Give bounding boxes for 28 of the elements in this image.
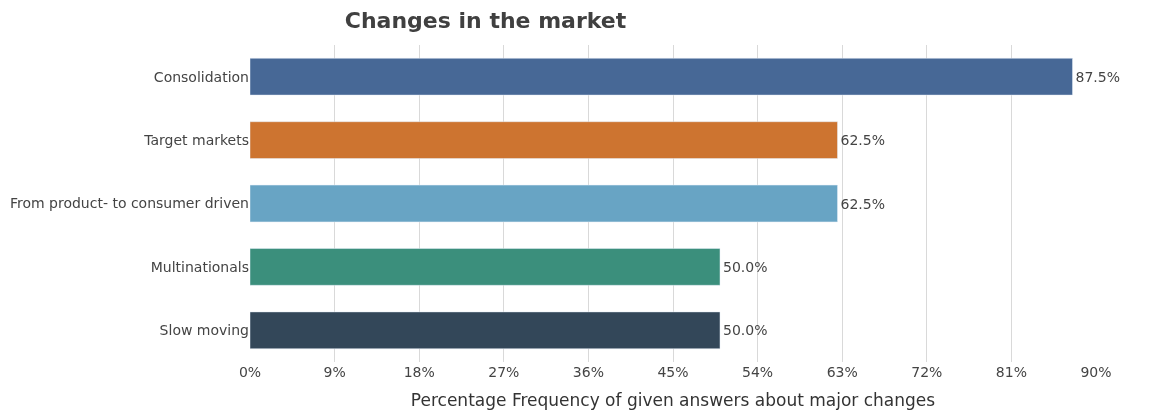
bar — [250, 58, 1073, 96]
data-label: 62.5% — [840, 195, 885, 212]
x-tick-label: 72% — [911, 364, 943, 380]
x-tick-label: 81% — [995, 364, 1027, 380]
y-tick-label: Consolidation — [153, 68, 249, 85]
y-tick-label: Slow moving — [159, 322, 249, 339]
bar — [250, 184, 838, 223]
x-tick-label: 45% — [657, 364, 689, 380]
bar — [250, 248, 721, 286]
x-tick-label: 63% — [826, 364, 858, 380]
data-label: 87.5% — [1075, 68, 1120, 85]
x-tick-label: 0% — [238, 364, 262, 380]
bar — [250, 121, 838, 159]
x-tick-label: 18% — [403, 364, 435, 380]
x-tick-label: 27% — [488, 364, 520, 380]
x-tick-label: 54% — [742, 364, 774, 380]
y-tick-label: Target markets — [143, 132, 249, 148]
x-axis-title: Percentage Frequency of given answers about major changes — [410, 390, 936, 411]
x-tick-label: 9% — [323, 364, 346, 380]
x-tick-label: 90% — [1080, 364, 1112, 380]
chart-title: Changes in the market — [344, 7, 627, 33]
x-tick-label: 36% — [572, 364, 604, 380]
y-tick-label: From product- to consumer driven — [9, 195, 249, 212]
data-label: 50.0% — [723, 258, 768, 275]
bar — [250, 311, 721, 349]
data-label: 50.0% — [723, 322, 768, 339]
y-tick-label: Multinationals — [150, 258, 249, 275]
data-label: 62.5% — [840, 132, 885, 149]
